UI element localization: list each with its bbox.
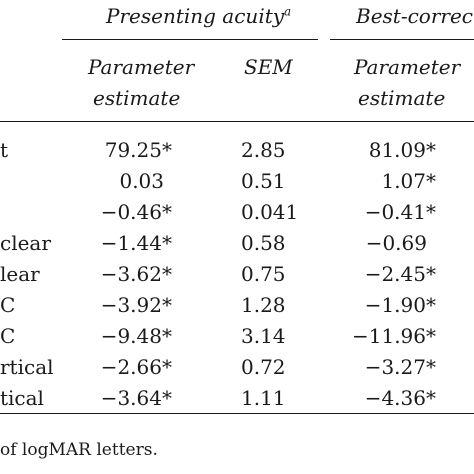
row-sem: 3.14 — [241, 324, 286, 348]
header-bottom-rule — [0, 121, 474, 122]
row-param-estimate-2: −4.36* — [364, 386, 436, 410]
best-corrected-header: Best-correcte — [356, 4, 474, 28]
row-param-estimate-2: −3.27* — [364, 355, 436, 379]
row-param-estimate-2: −0.69 — [365, 231, 427, 255]
row-param-estimate-1: −3.62* — [100, 262, 172, 286]
presenting-acuity-header: Presenting acuitya — [106, 4, 292, 28]
presenting-acuity-underline — [62, 39, 318, 40]
col-sem: SEM — [244, 55, 293, 79]
footnote: of logMAR letters. — [0, 440, 158, 460]
row-sem: 0.58 — [241, 231, 286, 255]
row-label: t — [0, 138, 9, 162]
table-bottom-rule — [0, 413, 474, 414]
row-sem: 0.75 — [241, 262, 286, 286]
row-param-estimate-2: −0.41* — [364, 200, 436, 224]
row-param-estimate-2: −1.90* — [364, 293, 436, 317]
row-param-estimate-1: 0.03 — [119, 169, 164, 193]
col-param-estimate-2-line2: estimate — [358, 86, 446, 110]
presenting-acuity-label: Presenting acuity — [106, 4, 285, 28]
row-sem: 1.11 — [241, 386, 286, 410]
row-param-estimate-1: −1.44* — [100, 231, 172, 255]
best-corrected-underline — [330, 39, 474, 40]
row-label: clear — [0, 231, 51, 255]
row-label: tical — [0, 386, 44, 410]
row-param-estimate-1: −9.48* — [100, 324, 172, 348]
row-param-estimate-2: −11.96* — [351, 324, 436, 348]
row-sem: 0.041 — [241, 200, 299, 224]
row-sem: 2.85 — [241, 138, 286, 162]
row-param-estimate-2: 81.09* — [368, 138, 436, 162]
col-param-estimate-2-line1: Parameter — [354, 55, 461, 79]
row-param-estimate-1: −2.66* — [100, 355, 172, 379]
footnote-marker-a: a — [284, 4, 292, 19]
row-sem: 0.51 — [241, 169, 286, 193]
row-param-estimate-1: −3.64* — [100, 386, 172, 410]
col-param-estimate-1-line1: Parameter — [88, 55, 195, 79]
row-param-estimate-2: −2.45* — [364, 262, 436, 286]
row-param-estimate-1: −0.46* — [100, 200, 172, 224]
col-param-estimate-1-line2: estimate — [93, 86, 181, 110]
row-sem: 1.28 — [241, 293, 286, 317]
row-param-estimate-1: 79.25* — [104, 138, 172, 162]
row-param-estimate-1: −3.92* — [100, 293, 172, 317]
row-label: lear — [0, 262, 40, 286]
row-sem: 0.72 — [241, 355, 286, 379]
row-param-estimate-2: 1.07* — [381, 169, 436, 193]
row-label: C — [0, 293, 16, 317]
row-label: rtical — [0, 355, 54, 379]
row-label: C — [0, 324, 16, 348]
